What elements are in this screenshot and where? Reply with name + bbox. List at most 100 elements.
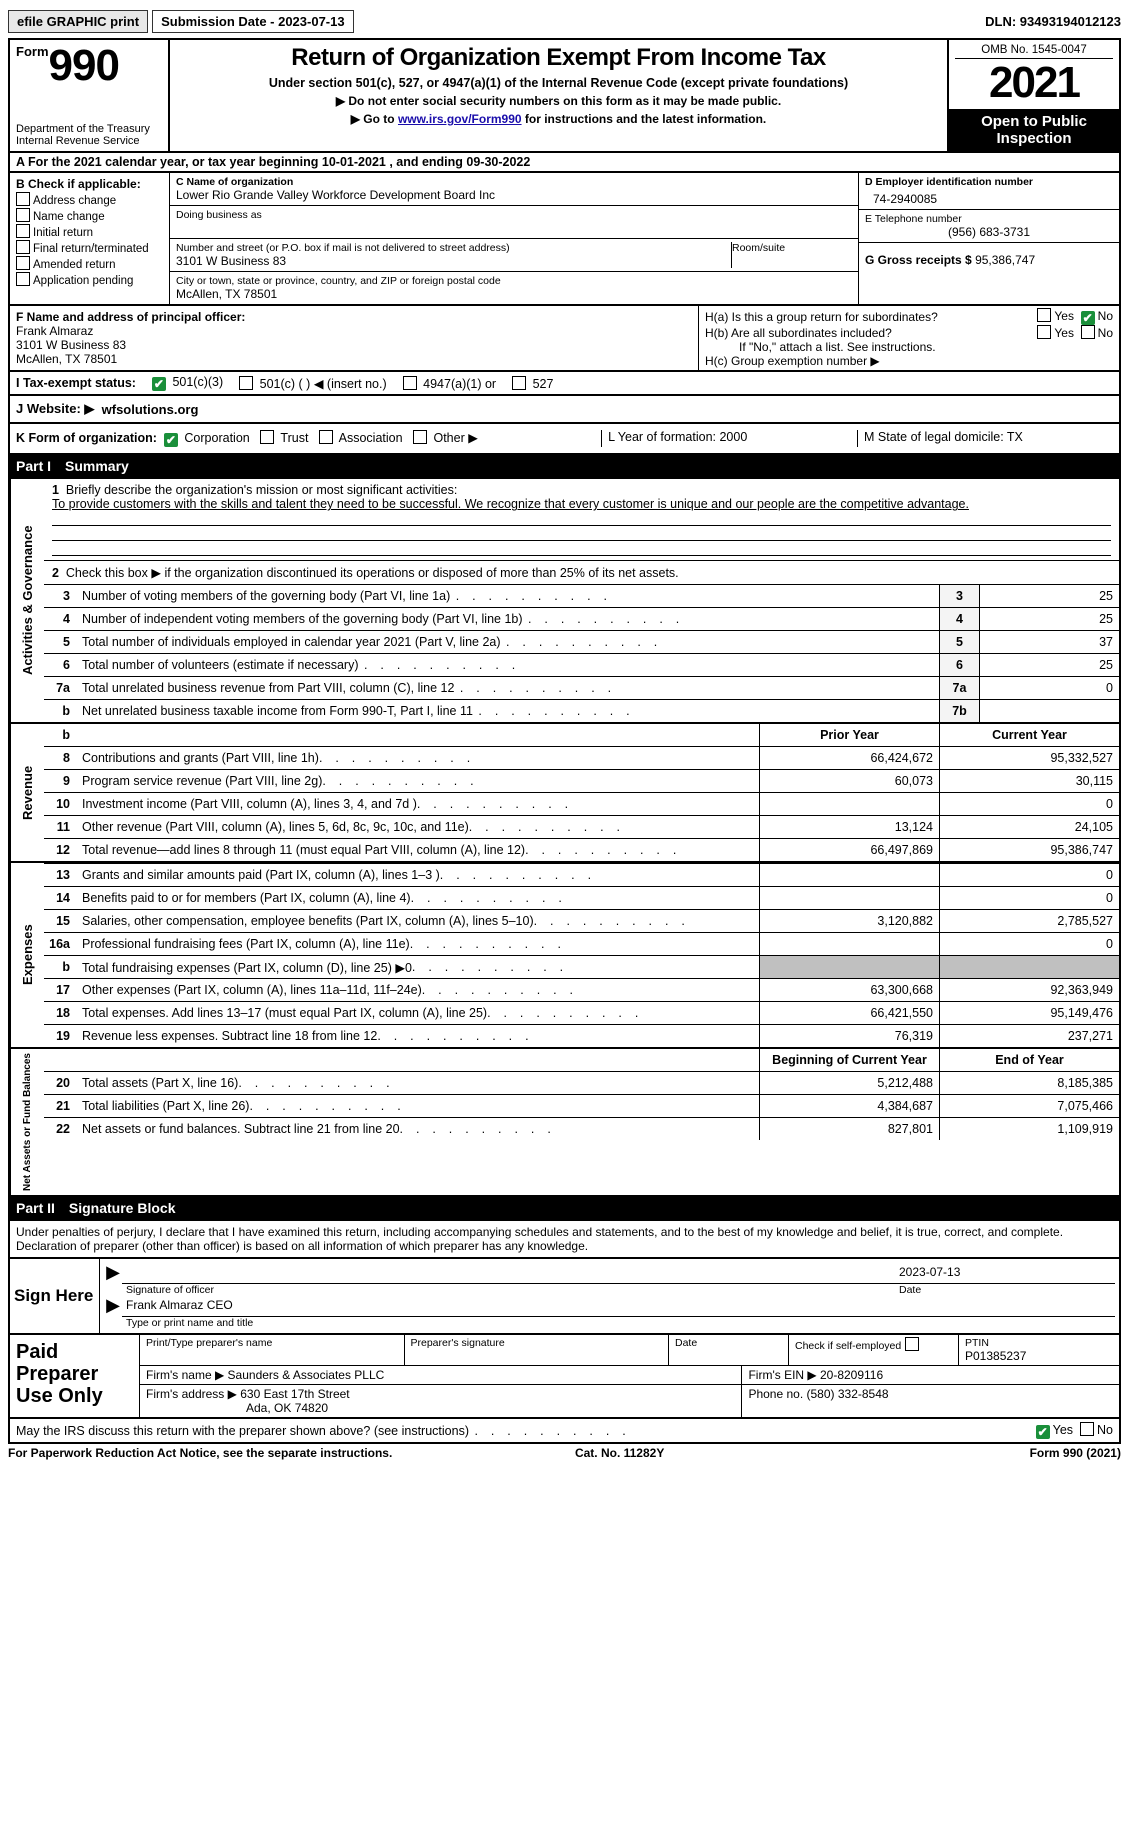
line-13-current: 0	[939, 864, 1119, 886]
line-13-prior	[759, 864, 939, 886]
open-to-public: Open to Public Inspection	[949, 109, 1119, 151]
page-footer: For Paperwork Reduction Act Notice, see …	[8, 1446, 1121, 1460]
line-16a-prior	[759, 933, 939, 955]
form-990-label: Form990	[16, 44, 162, 88]
501c3-checkbox[interactable]: ✔	[152, 377, 166, 391]
line-22-prior: 827,801	[759, 1118, 939, 1140]
trust-checkbox[interactable]	[260, 430, 274, 444]
section-f-h: F Name and address of principal officer:…	[8, 306, 1121, 372]
h-b-no-checkbox[interactable]	[1081, 325, 1095, 339]
line-3-value: 25	[979, 585, 1119, 607]
checkbox-initial-return[interactable]	[16, 224, 30, 238]
line-14-prior	[759, 887, 939, 909]
section-b-c-d: B Check if applicable: Address changeNam…	[8, 173, 1121, 306]
line-17-prior: 63,300,668	[759, 979, 939, 1001]
line-8-current: 95,332,527	[939, 747, 1119, 769]
sign-here-block: Sign Here ▶ Signature of officer 2023-07…	[8, 1259, 1121, 1335]
submission-date: Submission Date - 2023-07-13	[152, 10, 354, 33]
chevron-icon: ▶	[104, 1265, 122, 1296]
line-20-prior: 5,212,488	[759, 1072, 939, 1094]
gross-receipts: 95,386,747	[975, 253, 1035, 267]
officer-name-title: Frank Almaraz CEO	[122, 1298, 1115, 1317]
line-b-prior	[759, 956, 939, 978]
col-prior-year: Prior Year	[759, 724, 939, 746]
tax-year: 2021	[955, 59, 1113, 107]
paid-preparer-block: Paid Preparer Use Only Print/Type prepar…	[8, 1335, 1121, 1419]
penalties-declaration: Under penalties of perjury, I declare th…	[8, 1221, 1121, 1259]
row-j-website: J Website: ▶ wfsolutions.org	[8, 396, 1121, 424]
line-6-value: 25	[979, 654, 1119, 676]
line-18-current: 95,149,476	[939, 1002, 1119, 1024]
website-value: wfsolutions.org	[102, 402, 199, 417]
line-7a-value: 0	[979, 677, 1119, 699]
topbar: efile GRAPHIC print Submission Date - 20…	[8, 8, 1121, 34]
ssn-warning: ▶ Do not enter social security numbers o…	[176, 94, 941, 108]
irs-link[interactable]: www.irs.gov/Form990	[398, 112, 522, 126]
line-22-current: 1,109,919	[939, 1118, 1119, 1140]
corp-checkbox[interactable]: ✔	[164, 433, 178, 447]
line-15-prior: 3,120,882	[759, 910, 939, 932]
checkbox-amended-return[interactable]	[16, 256, 30, 270]
line-4-value: 25	[979, 608, 1119, 630]
line-9-current: 30,115	[939, 770, 1119, 792]
line-16a-current: 0	[939, 933, 1119, 955]
discuss-yes-checkbox[interactable]: ✔	[1036, 1425, 1050, 1439]
col-b-check: B Check if applicable: Address changeNam…	[10, 173, 170, 304]
assoc-checkbox[interactable]	[319, 430, 333, 444]
telephone: (956) 683-3731	[865, 225, 1113, 239]
line-15-current: 2,785,527	[939, 910, 1119, 932]
line-11-current: 24,105	[939, 816, 1119, 838]
row-i-tax-status: I Tax-exempt status: ✔ 501(c)(3) 501(c) …	[8, 372, 1121, 396]
line-19-prior: 76,319	[759, 1025, 939, 1047]
ein: 74-2940085	[865, 188, 1113, 206]
line-20-current: 8,185,385	[939, 1072, 1119, 1094]
firm-address: 630 East 17th Street	[240, 1387, 349, 1401]
col-current-year: Current Year	[939, 724, 1119, 746]
checkbox-application-pending[interactable]	[16, 272, 30, 286]
line-21-prior: 4,384,687	[759, 1095, 939, 1117]
line-7b-value	[979, 700, 1119, 722]
line-19-current: 237,271	[939, 1025, 1119, 1047]
501c-checkbox[interactable]	[239, 376, 253, 390]
checkbox-name-change[interactable]	[16, 208, 30, 222]
line-18-prior: 66,421,550	[759, 1002, 939, 1024]
4947-checkbox[interactable]	[403, 376, 417, 390]
line-8-prior: 66,424,672	[759, 747, 939, 769]
line-12-prior: 66,497,869	[759, 839, 939, 861]
h-a-yes-checkbox[interactable]	[1037, 308, 1051, 322]
tab-activities-governance: Activities & Governance	[10, 479, 44, 722]
line-21-current: 7,075,466	[939, 1095, 1119, 1117]
discuss-with-preparer: May the IRS discuss this return with the…	[8, 1419, 1121, 1444]
h-b-yes-checkbox[interactable]	[1037, 325, 1051, 339]
line-17-current: 92,363,949	[939, 979, 1119, 1001]
form-header: Form990 Department of the Treasury Inter…	[8, 38, 1121, 153]
tab-revenue: Revenue	[10, 724, 44, 861]
mission-text: To provide customers with the skills and…	[52, 497, 969, 511]
h-a-no-checkbox[interactable]: ✔	[1081, 311, 1095, 325]
part-i-header: Part I Summary	[8, 455, 1121, 479]
line-5-value: 37	[979, 631, 1119, 653]
checkbox-address-change[interactable]	[16, 192, 30, 206]
efile-print-button[interactable]: efile GRAPHIC print	[8, 10, 148, 33]
part-i-activities-gov: Activities & Governance 1 Briefly descri…	[8, 479, 1121, 724]
other-checkbox[interactable]	[413, 430, 427, 444]
chevron-icon: ▶	[104, 1298, 122, 1329]
527-checkbox[interactable]	[512, 376, 526, 390]
line-10-current: 0	[939, 793, 1119, 815]
self-employed-checkbox[interactable]	[905, 1337, 919, 1351]
sign-date: 2023-07-13	[895, 1265, 1115, 1284]
row-a-tax-year: A For the 2021 calendar year, or tax yea…	[8, 153, 1121, 173]
col-end-year: End of Year	[939, 1049, 1119, 1071]
discuss-no-checkbox[interactable]	[1080, 1422, 1094, 1436]
col-d-e-g: D Employer identification number 74-2940…	[859, 173, 1119, 304]
checkbox-final-return-terminated[interactable]	[16, 240, 30, 254]
omb-number: OMB No. 1545-0047	[955, 44, 1113, 59]
state-domicile: M State of legal domicile: TX	[857, 430, 1113, 447]
tab-net-assets: Net Assets or Fund Balances	[10, 1049, 44, 1195]
form-title: Return of Organization Exempt From Incom…	[176, 44, 941, 72]
firm-name: Saunders & Associates PLLC	[228, 1368, 385, 1382]
goto-link-line: ▶ Go to www.irs.gov/Form990 for instruct…	[176, 112, 941, 126]
part-i-net-assets: Net Assets or Fund Balances Beginning of…	[8, 1049, 1121, 1197]
line-14-current: 0	[939, 887, 1119, 909]
org-name: Lower Rio Grande Valley Workforce Develo…	[176, 188, 852, 202]
